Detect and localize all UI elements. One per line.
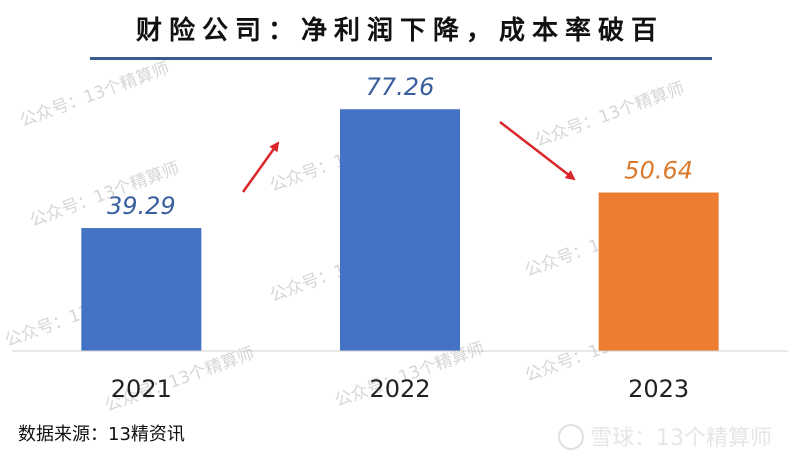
- bar-2022: [340, 109, 460, 351]
- brand-text: 雪球：13个精算师: [590, 426, 772, 451]
- x-tick-label-2022: 2022: [369, 375, 430, 403]
- title-underline: [90, 57, 712, 60]
- x-tick-label-2023: 2023: [628, 375, 689, 403]
- arrow-up-annotation: [241, 141, 280, 193]
- brand-watermark: 雪球：13个精算师: [558, 420, 772, 452]
- data-source-note: 数据来源：13精资讯: [18, 424, 185, 445]
- chart-title: 财险公司：净利润下降，成本率破百: [135, 16, 664, 46]
- value-label-2022: 77.26: [366, 73, 435, 101]
- value-label-2021: 39.29: [107, 192, 176, 220]
- arrow-down-annotation: [499, 121, 576, 181]
- bar-2023: [598, 192, 719, 351]
- snowball-logo-icon: [558, 424, 584, 450]
- bar-2021: [81, 228, 202, 351]
- x-tick-label-2021: 2021: [111, 375, 172, 403]
- value-label-2023: 50.64: [624, 157, 693, 185]
